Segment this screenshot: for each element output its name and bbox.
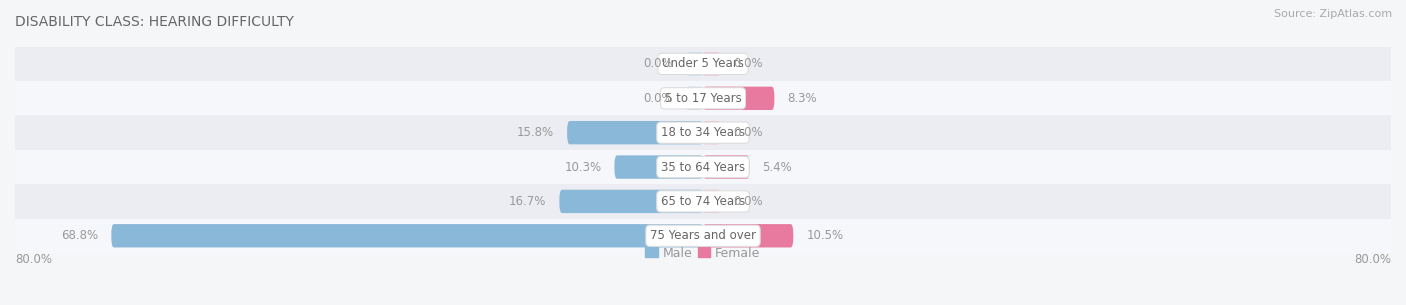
- FancyBboxPatch shape: [614, 155, 703, 179]
- Text: 10.3%: 10.3%: [564, 160, 602, 174]
- Text: 5.4%: 5.4%: [762, 160, 792, 174]
- Text: Source: ZipAtlas.com: Source: ZipAtlas.com: [1274, 9, 1392, 19]
- Bar: [15, 47, 1391, 81]
- Text: 65 to 74 Years: 65 to 74 Years: [661, 195, 745, 208]
- Text: 0.0%: 0.0%: [644, 57, 673, 70]
- Bar: [15, 116, 1391, 150]
- FancyBboxPatch shape: [567, 121, 703, 144]
- FancyBboxPatch shape: [703, 121, 720, 144]
- Text: 35 to 64 Years: 35 to 64 Years: [661, 160, 745, 174]
- Text: 16.7%: 16.7%: [509, 195, 547, 208]
- FancyBboxPatch shape: [703, 224, 793, 247]
- Text: 75 Years and over: 75 Years and over: [650, 229, 756, 242]
- Legend: Male, Female: Male, Female: [641, 242, 765, 264]
- Bar: [15, 81, 1391, 116]
- Text: Under 5 Years: Under 5 Years: [662, 57, 744, 70]
- Text: 18 to 34 Years: 18 to 34 Years: [661, 126, 745, 139]
- FancyBboxPatch shape: [686, 87, 703, 110]
- FancyBboxPatch shape: [560, 190, 703, 213]
- FancyBboxPatch shape: [703, 52, 720, 76]
- Text: 8.3%: 8.3%: [787, 92, 817, 105]
- Text: 5 to 17 Years: 5 to 17 Years: [665, 92, 741, 105]
- Bar: [15, 219, 1391, 253]
- Text: 10.5%: 10.5%: [806, 229, 844, 242]
- Text: 68.8%: 68.8%: [62, 229, 98, 242]
- Text: 0.0%: 0.0%: [733, 57, 762, 70]
- Text: 0.0%: 0.0%: [644, 92, 673, 105]
- Text: 80.0%: 80.0%: [1354, 253, 1391, 266]
- FancyBboxPatch shape: [703, 87, 775, 110]
- Text: DISABILITY CLASS: HEARING DIFFICULTY: DISABILITY CLASS: HEARING DIFFICULTY: [15, 15, 294, 29]
- Text: 0.0%: 0.0%: [733, 195, 762, 208]
- FancyBboxPatch shape: [111, 224, 703, 247]
- Text: 0.0%: 0.0%: [733, 126, 762, 139]
- FancyBboxPatch shape: [703, 190, 720, 213]
- FancyBboxPatch shape: [703, 155, 749, 179]
- Bar: [15, 184, 1391, 219]
- Text: 80.0%: 80.0%: [15, 253, 52, 266]
- Text: 15.8%: 15.8%: [517, 126, 554, 139]
- FancyBboxPatch shape: [686, 52, 703, 76]
- Bar: [15, 150, 1391, 184]
